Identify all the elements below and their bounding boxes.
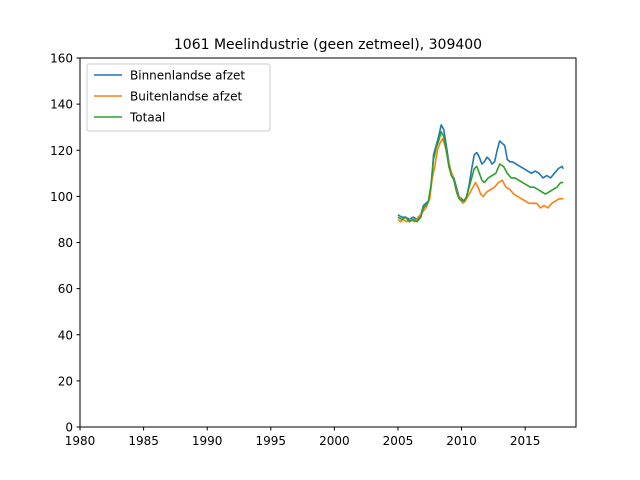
x-tick-label: 1990 bbox=[192, 434, 223, 448]
legend-label: Binnenlandse afzet bbox=[130, 69, 245, 83]
x-tick-label: 1985 bbox=[128, 434, 159, 448]
y-tick-label: 140 bbox=[50, 98, 73, 112]
x-tick-label: 2005 bbox=[383, 434, 414, 448]
x-tick-label: 2015 bbox=[510, 434, 541, 448]
legend-label: Totaal bbox=[129, 111, 165, 125]
y-tick-label: 20 bbox=[58, 374, 73, 388]
y-tick-label: 80 bbox=[58, 236, 73, 250]
legend-label: Buitenlandse afzet bbox=[130, 90, 242, 104]
y-tick-label: 0 bbox=[65, 421, 73, 435]
y-tick-label: 40 bbox=[58, 328, 73, 342]
y-tick-label: 120 bbox=[50, 144, 73, 158]
x-tick-label: 2010 bbox=[446, 434, 477, 448]
x-tick-label: 2000 bbox=[319, 434, 350, 448]
y-tick-label: 100 bbox=[50, 190, 73, 204]
chart-title: 1061 Meelindustrie (geen zetmeel), 30940… bbox=[174, 37, 482, 53]
legend: Binnenlandse afzet Buitenlandse afzet Tota… bbox=[86, 63, 271, 132]
x-axis: 1980 1985 1990 1995 2000 2005 2010 2015 bbox=[65, 427, 541, 448]
x-tick-label: 1980 bbox=[65, 434, 96, 448]
legend-box bbox=[86, 63, 271, 132]
y-tick-label: 60 bbox=[58, 282, 73, 296]
series-line-3 bbox=[397, 131, 564, 223]
y-axis: 0 20 40 60 80 100 120 140 160 bbox=[50, 52, 80, 435]
x-tick-label: 1995 bbox=[255, 434, 286, 448]
y-tick-label: 160 bbox=[50, 52, 73, 66]
series-layer bbox=[397, 124, 564, 223]
